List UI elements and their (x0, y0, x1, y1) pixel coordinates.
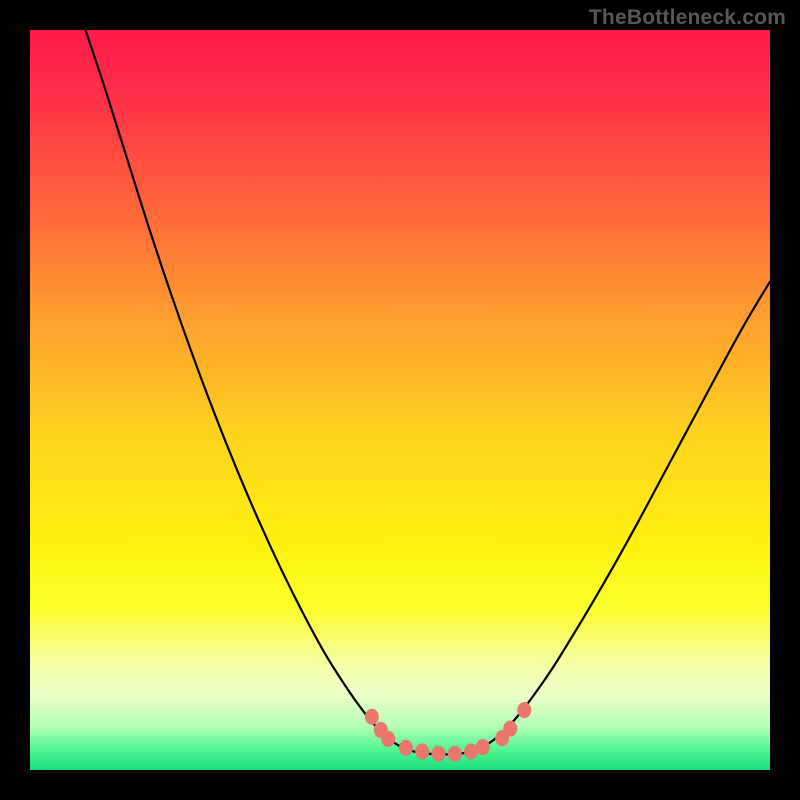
marker-point (503, 721, 517, 737)
marker-point (431, 746, 445, 762)
marker-point (464, 744, 478, 760)
marker-point (415, 744, 429, 760)
marker-point (517, 702, 531, 718)
marker-point (365, 709, 379, 725)
marker-point (399, 740, 413, 756)
marker-point (381, 731, 395, 747)
chart-frame: TheBottleneck.com (0, 0, 800, 800)
marker-point (448, 746, 462, 762)
plot-background (30, 30, 770, 770)
bottleneck-chart (0, 0, 800, 800)
marker-point (476, 739, 490, 755)
watermark-text: TheBottleneck.com (589, 6, 786, 30)
